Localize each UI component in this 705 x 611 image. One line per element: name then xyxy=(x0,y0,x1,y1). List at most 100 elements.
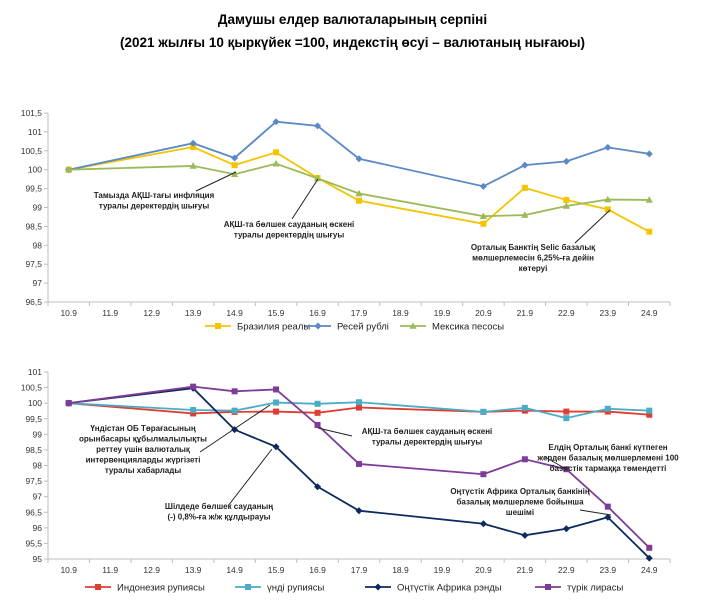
chart1-annotation-text: туралы деректердің шығуы xyxy=(234,231,344,240)
chart2-x-tick-label: 17.9 xyxy=(351,565,368,575)
chart1-y-tick-label: 100 xyxy=(28,165,42,175)
chart1-data-point xyxy=(521,211,529,218)
chart1-data-point xyxy=(189,162,197,169)
chart2-annotation-text: Оңтүстік Африка Орталық банкінің xyxy=(450,487,590,496)
chart2-data-point xyxy=(521,531,529,539)
chart2-data-point xyxy=(604,513,612,521)
chart2-y-tick-label: 97,5 xyxy=(25,476,42,486)
chart2-legend-label: түрік лирасы xyxy=(567,583,623,594)
chart1-annotation-text: көтеруі xyxy=(519,264,548,273)
chart2-annotation-leader xyxy=(199,404,271,453)
chart2-x-tick-label: 13.9 xyxy=(185,565,202,575)
chart1-annotation-leader xyxy=(574,209,611,244)
chart1-data-point xyxy=(480,220,487,227)
chart2-y-tick-label: 99 xyxy=(33,429,43,439)
chart2-annotation-leader xyxy=(227,448,273,507)
chart2-data-point xyxy=(479,520,487,528)
chart2-data-point xyxy=(356,399,362,406)
chart2-x-tick-label: 10.9 xyxy=(60,565,77,575)
chart1-annotation-text: туралы деректердің шығуы xyxy=(99,202,209,211)
chart2-data-point xyxy=(273,399,280,406)
chart2-data-point xyxy=(190,410,197,417)
chart1-x-tick-label: 16.9 xyxy=(309,308,326,318)
chart2-annotation-text: туралы деректердің шығуы xyxy=(372,438,482,447)
chart1-data-point xyxy=(231,170,239,178)
chart1-data-point xyxy=(646,228,653,235)
chart1-x-tick-label: 20.9 xyxy=(475,308,492,318)
chart2-data-point xyxy=(646,544,653,551)
chart2-annotation-text: АҚШ-та бөлшек сауданың өскені xyxy=(362,427,493,436)
chart2-data-point xyxy=(356,404,362,411)
chart2-annotation-text: Елдің Орталық банкі күтпеген xyxy=(548,443,667,452)
chart1-data-point xyxy=(562,202,570,209)
chart2-x-tick-label: 15.9 xyxy=(268,565,285,575)
chart2-data-point xyxy=(190,383,197,390)
chart2-annotation-text: Шілдеде бөлшек сауданың xyxy=(165,502,273,511)
chart2-y-tick-label: 96,5 xyxy=(25,507,42,517)
chart2-y-tick-label: 99,5 xyxy=(25,414,42,424)
chart1-y-tick-label: 100,5 xyxy=(21,146,43,156)
chart1-annotation-text: мөлшерлемесін 6,25%-ға дейін xyxy=(472,254,594,263)
chart1-y-tick-label: 101,5 xyxy=(21,108,43,118)
chart2-data-point xyxy=(314,400,321,407)
chart2-annotation-text: (-) 0,8%-ға ж/ж құлдырауы xyxy=(168,513,271,522)
chart1-x-tick-label: 23.9 xyxy=(600,308,617,318)
chart1-data-point xyxy=(604,206,611,213)
chart1-data-point xyxy=(604,195,612,203)
chart1-y-tick-label: 97 xyxy=(33,278,43,288)
chart1-data-point xyxy=(479,182,487,190)
chart2-data-point xyxy=(356,460,362,467)
chart1-legend-label: Бразилия реалы xyxy=(237,322,310,333)
chart2-legend-marker xyxy=(95,584,101,590)
chart2-annotation-text: Үндістан ОБ Төрағасының xyxy=(90,424,195,433)
chart1-x-tick-label: 17.9 xyxy=(351,308,368,318)
chart2-y-tick-label: 100 xyxy=(28,398,42,408)
chart1-data-point xyxy=(313,174,322,182)
chart2-annotation-text: реттеу үшін валюталық xyxy=(96,445,190,454)
chart1-legend-marker xyxy=(314,322,322,330)
chart2-data-point xyxy=(231,407,238,414)
chart2-y-tick-label: 95,5 xyxy=(25,538,42,548)
chart1-x-tick-label: 21.9 xyxy=(517,308,534,318)
chart1-y-tick-label: 97,5 xyxy=(25,259,42,269)
chart2-y-tick-label: 100,5 xyxy=(21,383,43,393)
chart2-data-point xyxy=(190,407,197,414)
chart2-legend-marker xyxy=(374,583,382,591)
chart2-annotation-text: шешімі xyxy=(506,508,534,517)
chart2-legend-label: Оңтүстік Африка рэнды xyxy=(397,583,502,594)
chart2-data-point xyxy=(314,409,321,416)
chart1-y-tick-label: 98 xyxy=(33,240,43,250)
chart1-x-tick-label: 22.9 xyxy=(558,308,575,318)
chart2-data-point xyxy=(646,407,653,414)
chart2-data-point xyxy=(273,408,280,415)
chart1-annotation-leader xyxy=(291,178,319,220)
chart2-annotation-leader xyxy=(579,509,612,516)
chart1-x-tick-label: 13.9 xyxy=(185,308,202,318)
chart2-x-tick-label: 12.9 xyxy=(143,565,160,575)
chart1-data-point xyxy=(645,150,653,158)
chart2-legend-label: үнді рупиясы xyxy=(267,583,325,594)
chart1-x-tick-label: 19.9 xyxy=(434,308,451,318)
chart1-x-tick-label: 15.9 xyxy=(268,308,285,318)
chart2-data-point xyxy=(273,386,280,393)
chart2-data-point xyxy=(563,466,570,473)
chart1-data-point xyxy=(645,196,653,203)
chart1-data-point xyxy=(65,165,73,173)
chart2-data-point xyxy=(314,421,321,428)
chart1-data-point xyxy=(521,161,529,169)
chart1-data-point xyxy=(189,139,197,147)
chart1-data-point xyxy=(355,189,363,197)
chart1-x-tick-label: 24.9 xyxy=(641,308,658,318)
chart1-data-point xyxy=(190,144,197,151)
chart2-y-tick-label: 95 xyxy=(33,554,43,564)
chart2-annotation-leader xyxy=(317,427,353,437)
chart2-data-point xyxy=(604,405,611,412)
chart2-data-point xyxy=(272,443,280,451)
chart2-y-tick-label: 98 xyxy=(33,461,43,471)
chart2-legend-marker xyxy=(245,584,251,590)
chart1-data-point xyxy=(273,149,280,156)
chart1-data-point xyxy=(562,157,570,165)
chart1-y-tick-label: 101 xyxy=(28,127,42,137)
chart1-annotation-leader xyxy=(195,171,237,192)
